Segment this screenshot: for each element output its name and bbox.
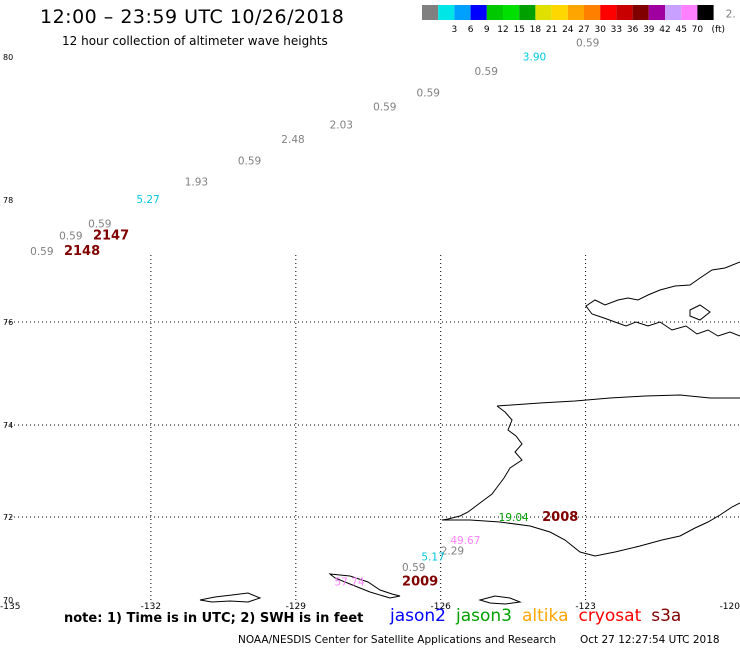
legend-label: 3 [452,25,458,35]
wave-height-value: 2.03 [330,120,353,132]
credit-line: NOAA/NESDIS Center for Satellite Applica… [238,634,556,646]
latitude-label: 74 [3,421,13,430]
coastline-gulf [442,502,740,557]
longitude-label: -123 [575,602,595,612]
legend-label: 18 [530,25,542,35]
pass-time-label: 2009 [402,574,438,589]
legend-swatch [648,5,665,20]
satellite-name: jason2 [390,606,446,626]
legend-swatch [486,5,503,20]
satellite-name: cryosat [578,606,642,626]
legend-swatch [584,5,601,20]
legend-label: 33 [611,25,622,35]
wave-height-value: 19.04 [499,512,529,524]
generated-timestamp: Oct 27 12:27:54 UTC 2018 [580,634,720,646]
legend-label: 30 [594,25,606,35]
wave-height-value: 5.17 [421,552,444,564]
legend-swatch [519,5,536,20]
legend-swatch [616,5,633,20]
wave-height-value: 2.48 [281,134,304,146]
wave-height-value: 5.27 [136,194,159,206]
legend-swatch [535,5,552,20]
wave-height-value: 0.59 [417,87,440,99]
legend-label: 12 [497,25,508,35]
legend-label: 6 [468,25,474,35]
legend-swatch [454,5,471,20]
legend-swatch [422,5,439,20]
latitude-label: 70 [3,596,13,605]
legend-swatch [600,5,617,20]
legend-label: 42 [659,25,670,35]
wave-height-legend: 3 6 9 12 15 18 21 24 27 30 33 36 39 42 45 70 (ft) [422,5,725,35]
wave-height-value: 57.74 [334,576,364,588]
wave-height-value: 49.67 [450,535,480,547]
wave-height-value: 0.59 [59,231,82,243]
legend-label: 24 [562,25,574,35]
wave-height-value: 3.90 [523,52,546,64]
legend-label: 39 [643,25,655,35]
wave-height-value: 0.59 [373,102,396,114]
latitude-label: 72 [3,513,13,522]
legend-label: 15 [513,25,524,35]
longitude-label: -132 [141,602,161,612]
satellite-name: s3a [651,606,682,626]
coastline [199,261,740,605]
legend-swatch [697,5,714,20]
coastline-island [689,304,711,321]
wave-height-value: 1.93 [185,177,208,189]
satellite-name: altika [522,606,569,626]
map-title: 12:00 – 23:59 UTC 10/26/2018 [40,6,345,28]
longitude-label: -135 [0,602,20,612]
graticule: -135 -132 -129 -126 -123 -120 80 78 76 74 72 70 [0,53,740,612]
legend-swatch [438,5,455,20]
legend-unit: (ft) [711,25,725,35]
coastline-south [199,573,522,605]
longitude-label: -120 [720,602,740,612]
legend-label: 70 [692,25,704,35]
legend-label: 9 [484,25,490,35]
wave-height-value: 0.59 [475,66,498,78]
latitude-label: 80 [3,53,13,62]
legend-swatch [567,5,584,20]
satellite-legend: jason2 jason3 altika cryosat s3a [390,606,691,626]
latitude-label: 78 [3,196,13,205]
pass-time-label: 2148 [64,244,100,259]
legend-swatch [551,5,568,20]
legend-label: 21 [546,25,557,35]
wave-height-value: 2.29 [441,545,464,557]
latitude-label: 76 [3,318,13,327]
wave-height-value: 0.59 [238,155,261,167]
legend-label: 36 [627,25,639,35]
legend-label: 45 [675,25,686,35]
wave-height-value: 0.59 [576,37,599,49]
longitude-label: -126 [430,602,451,612]
legend-swatch [503,5,520,20]
longitude-label: -129 [286,602,307,612]
wave-height-value: 0.59 [30,246,53,258]
coastline-main [585,261,740,337]
legend-swatch [665,5,682,20]
wave-height-value: 0.59 [402,562,425,574]
map-subtitle: 12 hour collection of altimeter wave hei… [62,34,328,48]
units-note: note: 1) Time is in UTC; 2) SWH is in fe… [64,611,364,626]
satellite-name: jason3 [456,606,512,626]
pass-time-label: 2147 [93,229,129,244]
legend-label: 27 [578,25,589,35]
pass-time-label: 2008 [542,510,578,525]
wave-height-value: 2. [726,9,736,21]
legend-swatch [681,5,698,20]
wave-height-value: 0.59 [88,218,111,230]
coastline-west-shore [441,394,740,521]
legend-swatch [632,5,649,20]
legend-swatch [470,5,487,20]
